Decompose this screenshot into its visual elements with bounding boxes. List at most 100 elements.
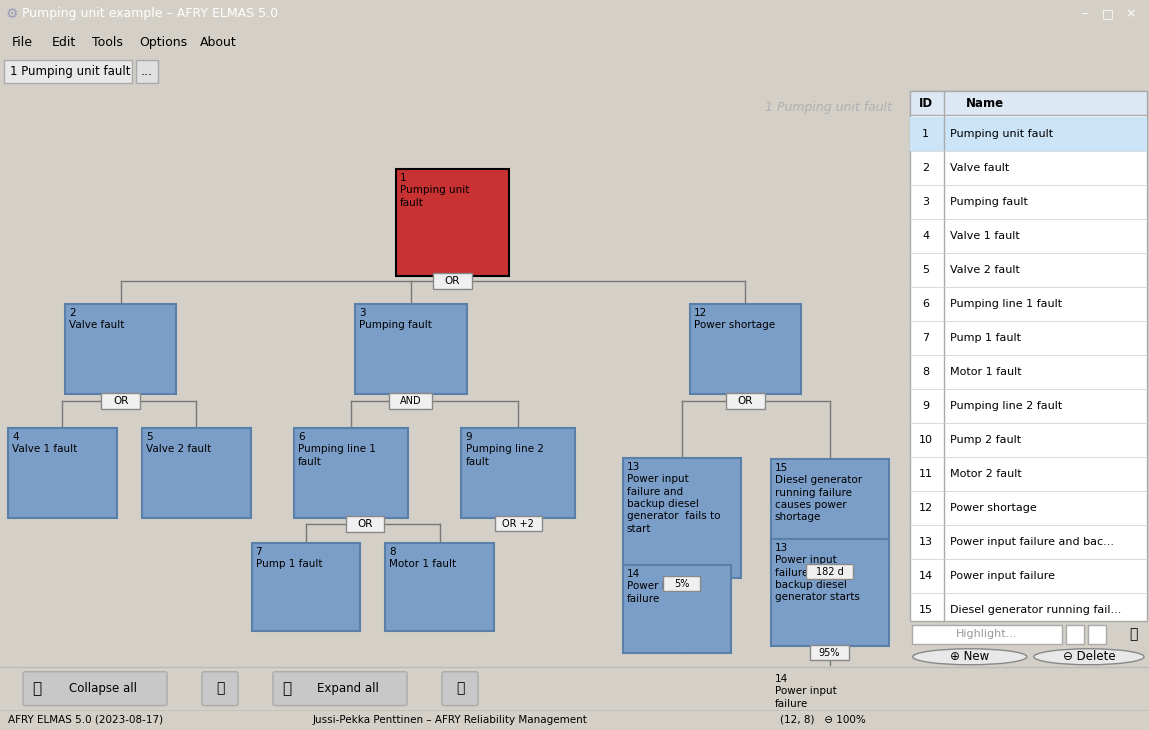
Text: OR: OR [113,396,129,406]
Text: Power input failure: Power input failure [950,571,1055,581]
Text: Diesel generator running fail...: Diesel generator running fail... [950,604,1121,615]
FancyBboxPatch shape [294,428,408,518]
FancyBboxPatch shape [771,459,889,566]
Text: 9: 9 [923,401,930,411]
Text: 14
Power input
failure: 14 Power input failure [774,674,836,709]
Ellipse shape [912,649,1027,665]
Text: Expand all: Expand all [317,682,379,695]
Text: Pump 2 fault: Pump 2 fault [950,435,1020,445]
FancyBboxPatch shape [252,543,360,631]
Text: 8: 8 [923,367,930,377]
FancyBboxPatch shape [663,576,700,591]
FancyBboxPatch shape [390,393,432,409]
Text: ⛶: ⛶ [283,681,292,696]
Text: Jussi-Pekka Penttinen – AFRY Reliability Management: Jussi-Pekka Penttinen – AFRY Reliability… [313,715,587,725]
Text: Name: Name [966,96,1004,109]
Text: ...: ... [141,65,153,78]
FancyBboxPatch shape [64,304,177,394]
Text: ⛶: ⛶ [216,682,224,696]
Text: OR: OR [738,396,753,406]
Text: 6
Pumping line 1
fault: 6 Pumping line 1 fault [299,432,376,466]
Text: Edit: Edit [52,36,76,50]
Text: 13
Power input
failure and
backup diesel
generator starts: 13 Power input failure and backup diesel… [774,543,859,602]
Text: ⊖ Delete: ⊖ Delete [1063,650,1116,664]
FancyBboxPatch shape [910,117,1147,151]
Text: 7: 7 [923,333,930,343]
FancyBboxPatch shape [910,91,1147,115]
FancyBboxPatch shape [395,169,509,276]
FancyBboxPatch shape [495,516,541,531]
Text: 14
Power input
failure: 14 Power input failure [626,569,688,604]
Text: 13: 13 [919,537,933,547]
Text: ID: ID [919,96,933,109]
FancyBboxPatch shape [623,458,741,578]
Text: 10: 10 [919,435,933,445]
Text: File: File [11,36,33,50]
Text: Valve fault: Valve fault [950,163,1009,173]
FancyBboxPatch shape [273,672,407,706]
FancyBboxPatch shape [462,428,574,518]
Text: 9
Pumping line 2
fault: 9 Pumping line 2 fault [465,432,543,466]
Text: 2
Valve fault: 2 Valve fault [69,308,124,331]
Text: Collapse all: Collapse all [69,682,137,695]
Text: AFRY ELMAS 5.0 (2023-08-17): AFRY ELMAS 5.0 (2023-08-17) [8,715,163,725]
Text: 8
Motor 1 fault: 8 Motor 1 fault [390,547,456,569]
FancyBboxPatch shape [142,428,250,518]
Text: 1 Pumping unit fault: 1 Pumping unit fault [10,65,131,78]
FancyBboxPatch shape [442,672,478,706]
Text: 12: 12 [919,503,933,513]
Text: 12
Power shortage: 12 Power shortage [694,308,774,331]
Text: Highlight...: Highlight... [956,629,1018,639]
Text: 95%: 95% [819,648,840,658]
Text: Power input failure and bac...: Power input failure and bac... [950,537,1113,547]
Text: 15
Diesel generator
running failure
causes power
shortage: 15 Diesel generator running failure caus… [774,463,862,523]
Text: 15: 15 [919,604,933,615]
FancyBboxPatch shape [101,393,140,409]
Text: 11: 11 [919,469,933,479]
Text: ×: × [1126,7,1136,20]
Text: ⛶: ⛶ [456,682,464,696]
Text: Options: Options [139,36,187,50]
FancyBboxPatch shape [433,273,471,289]
Text: 4
Valve 1 fault: 4 Valve 1 fault [13,432,77,454]
Text: 6: 6 [923,299,930,309]
Text: Pump 1 fault: Pump 1 fault [950,333,1020,343]
FancyBboxPatch shape [810,645,849,660]
FancyBboxPatch shape [771,669,879,730]
FancyBboxPatch shape [689,304,801,394]
FancyBboxPatch shape [355,304,466,394]
Text: 1 Pumping unit fault: 1 Pumping unit fault [765,101,893,114]
FancyBboxPatch shape [23,672,167,706]
Text: 1: 1 [923,129,930,139]
Text: Valve 1 fault: Valve 1 fault [950,231,1019,241]
Text: Tools: Tools [92,36,123,50]
Text: □: □ [1102,7,1113,20]
Text: 4: 4 [923,231,930,241]
FancyBboxPatch shape [1066,625,1084,644]
FancyBboxPatch shape [8,428,117,518]
Text: Motor 1 fault: Motor 1 fault [950,367,1021,377]
Text: OR +2: OR +2 [502,519,534,529]
Text: Power shortage: Power shortage [950,503,1036,513]
Text: ⊕ New: ⊕ New [950,650,989,664]
Text: Pumping fault: Pumping fault [950,197,1027,207]
Text: Pumping unit example – AFRY ELMAS 5.0: Pumping unit example – AFRY ELMAS 5.0 [22,7,278,20]
FancyBboxPatch shape [3,60,132,83]
Text: OR: OR [357,519,372,529]
Text: Motor 2 fault: Motor 2 fault [950,469,1021,479]
FancyBboxPatch shape [910,91,1147,620]
Text: 5: 5 [923,265,930,275]
Text: About: About [200,36,237,50]
FancyBboxPatch shape [623,565,731,653]
Text: Pumping line 1 fault: Pumping line 1 fault [950,299,1062,309]
Text: (12, 8)   ⊖ 100%: (12, 8) ⊖ 100% [780,715,865,725]
Text: 3
Pumping fault: 3 Pumping fault [358,308,432,331]
Text: Pumping line 2 fault: Pumping line 2 fault [950,401,1062,411]
Text: 14: 14 [919,571,933,581]
Text: ⚙: ⚙ [6,7,18,21]
Text: 1
Pumping unit
fault: 1 Pumping unit fault [400,173,469,208]
Text: Valve 2 fault: Valve 2 fault [950,265,1019,275]
Text: 🔍: 🔍 [1128,627,1138,641]
Text: ⛶: ⛶ [32,681,41,696]
Text: 5%: 5% [673,579,689,589]
